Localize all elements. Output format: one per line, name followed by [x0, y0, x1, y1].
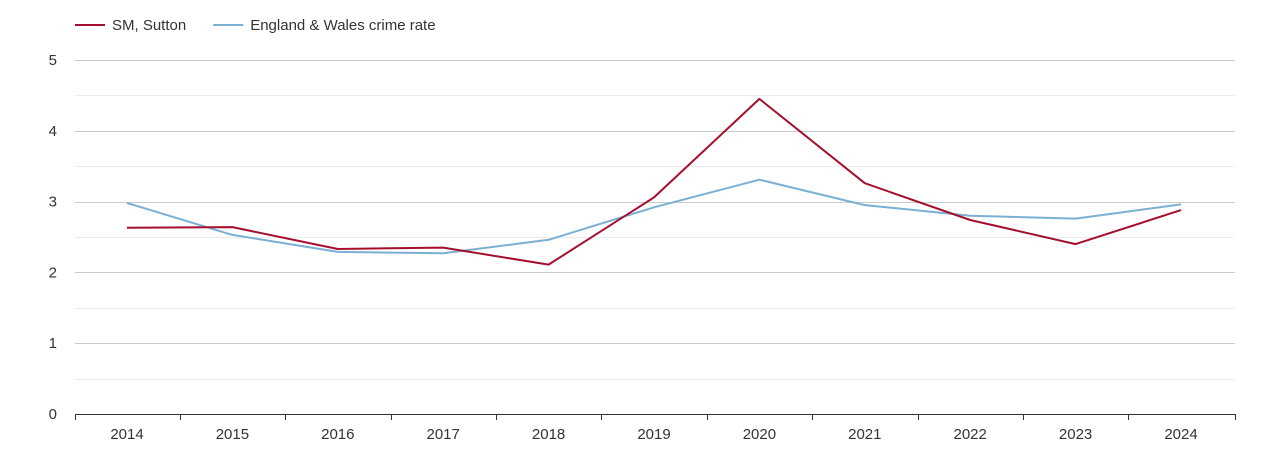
x-tick-label: 2018 [532, 426, 565, 443]
series-group [126, 97, 1182, 266]
x-tick-label: 2019 [637, 426, 670, 443]
legend: SM, Sutton England & Wales crime rate [75, 17, 436, 34]
y-tick-label: 4 [49, 123, 57, 140]
x-tick-label: 2020 [743, 426, 776, 443]
y-tick-label: 0 [49, 406, 57, 423]
x-tick-label: 2023 [1059, 426, 1092, 443]
x-tick-label: 2022 [954, 426, 987, 443]
series-line-england-wales-crime-rate [126, 178, 1182, 255]
y-tick-label: 3 [49, 194, 57, 211]
x-tick-label: 2017 [427, 426, 460, 443]
x-tick-label: 2024 [1164, 426, 1197, 443]
y-tick-label: 2 [49, 264, 57, 281]
y-tick-label: 1 [49, 335, 57, 352]
y-tick-label: 5 [49, 52, 57, 69]
series-line-sm-sutton [126, 97, 1182, 266]
x-axis: 2014 2015 2016 2017 2018 2019 2020 2021 2022 2023… [75, 414, 1236, 443]
x-tick-label: 2021 [848, 426, 881, 443]
legend-label-england-wales-crime-rate: England & Wales crime rate [250, 17, 435, 34]
grid-lines [75, 60, 1235, 380]
x-tick-label: 2014 [110, 426, 143, 443]
x-tick-label: 2016 [321, 426, 354, 443]
y-axis: 0 1 2 3 4 5 [49, 52, 57, 423]
x-tick-label: 2015 [216, 426, 249, 443]
legend-label-sm-sutton: SM, Sutton [112, 17, 186, 34]
